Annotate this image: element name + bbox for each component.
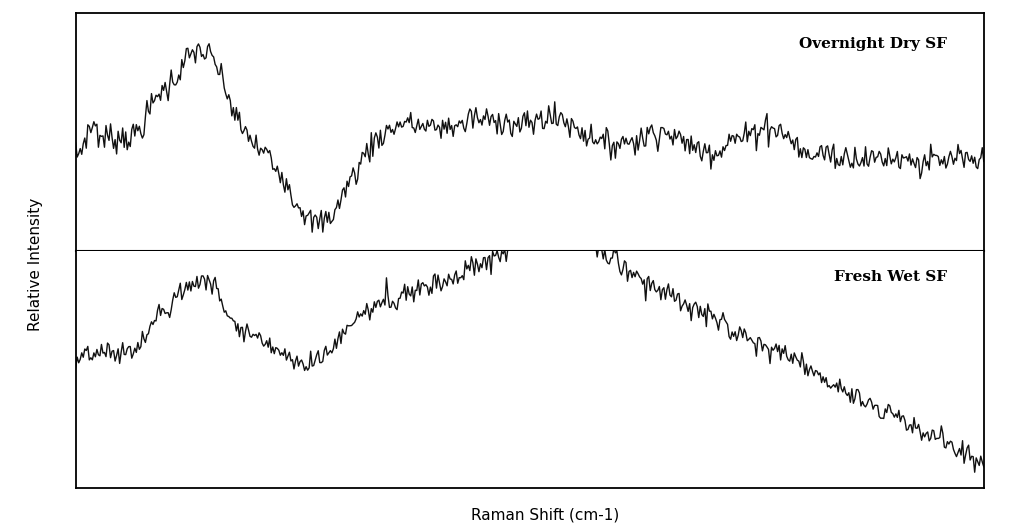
Text: Overnight Dry SF: Overnight Dry SF: [799, 37, 947, 51]
Text: Relative Intensity: Relative Intensity: [28, 197, 42, 331]
Text: Raman Shift (cm-1): Raman Shift (cm-1): [471, 508, 619, 523]
Text: Fresh Wet SF: Fresh Wet SF: [834, 270, 947, 284]
